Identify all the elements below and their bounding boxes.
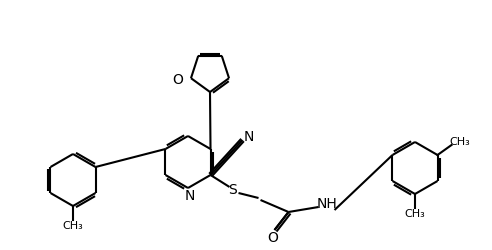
Text: CH₃: CH₃	[404, 209, 426, 219]
Text: CH₃: CH₃	[449, 137, 470, 147]
Text: S: S	[228, 183, 237, 197]
Text: CH₃: CH₃	[62, 221, 83, 231]
Text: N: N	[244, 130, 254, 144]
Text: NH: NH	[316, 197, 337, 211]
Text: O: O	[267, 231, 278, 245]
Text: N: N	[185, 189, 195, 203]
Text: O: O	[172, 73, 183, 87]
